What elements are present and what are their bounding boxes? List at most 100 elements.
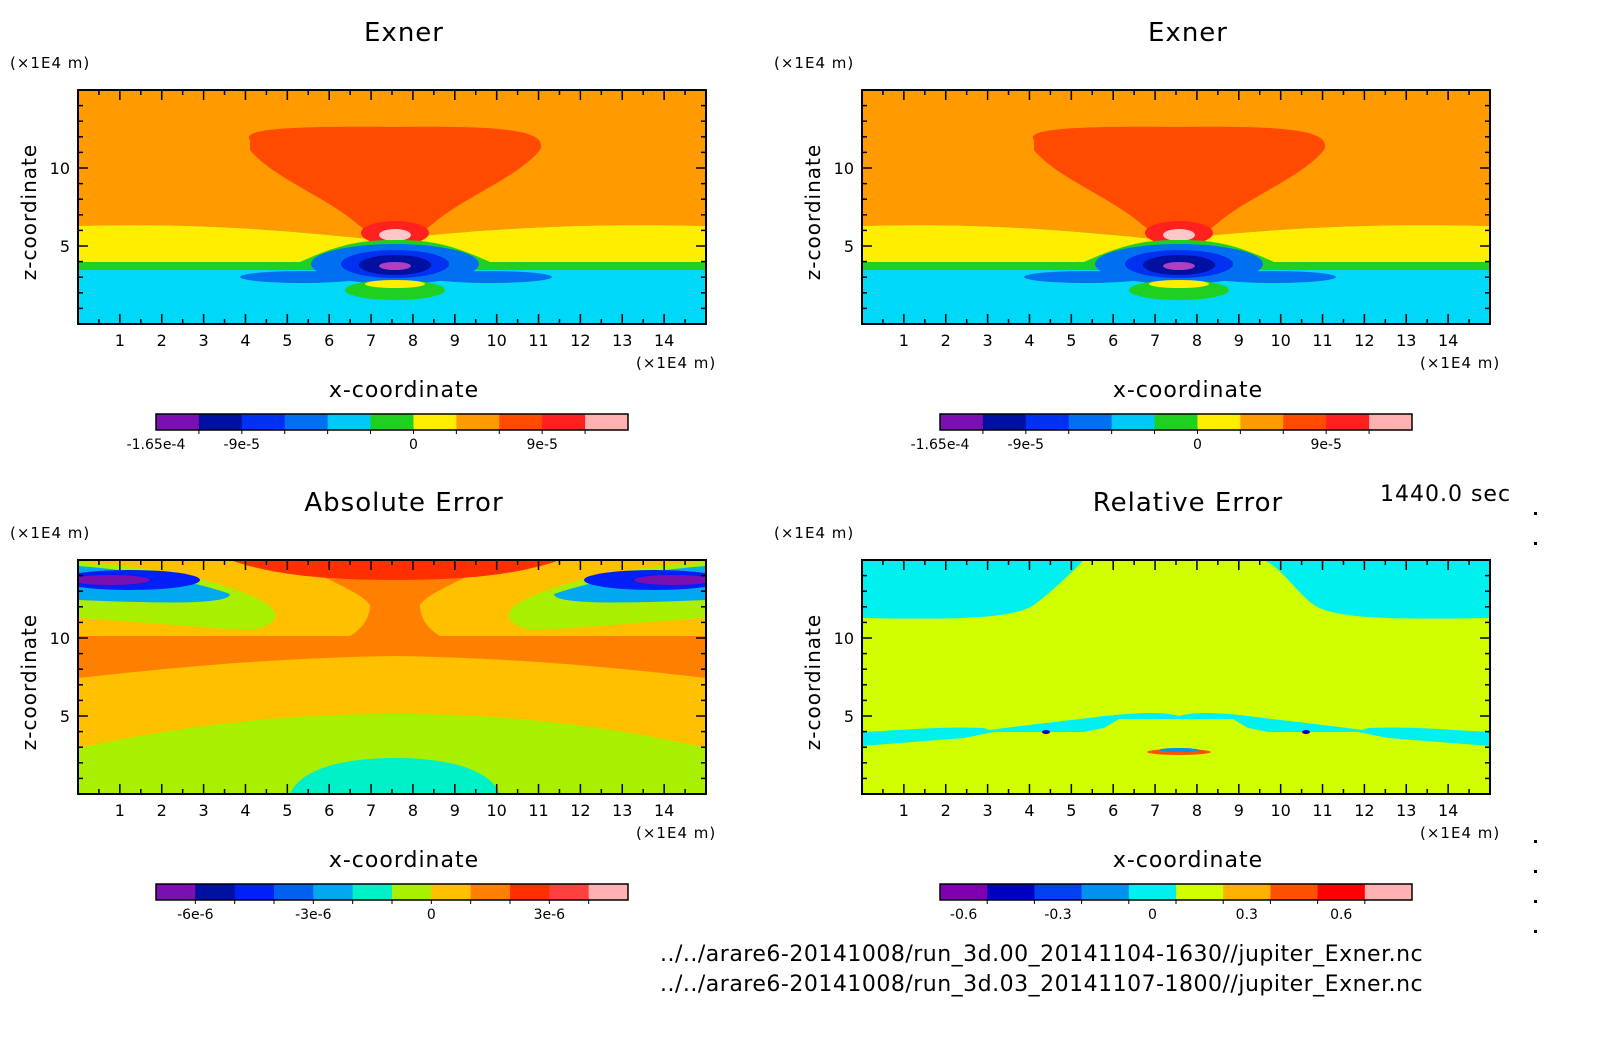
colorbar-label: 0.6	[1330, 907, 1352, 923]
x-tick-label: 14	[1438, 331, 1458, 350]
colorbar-label: -0.6	[950, 907, 977, 923]
contour-fill	[862, 90, 1490, 324]
colorbar-swatch	[499, 414, 543, 430]
x-tick-label: 5	[282, 801, 292, 820]
colorbar-label: 0	[1193, 437, 1202, 453]
source-file-1: ../../arare6-20141008/run_3d.00_20141104…	[660, 942, 1424, 967]
x-tick-label: 8	[408, 331, 418, 350]
x-tick-label: 1	[115, 801, 125, 820]
x-tick-label: 9	[450, 801, 460, 820]
dot-marker	[1534, 542, 1537, 545]
x-tick-label: 3	[199, 331, 209, 350]
x-tick-label: 5	[1066, 331, 1076, 350]
colorbar-label: 9e-5	[526, 437, 557, 453]
panel-relative-error: Relative Error (×1E4 m) (×1E4 m) z-coord…	[774, 470, 1564, 960]
x-tick-label: 7	[366, 331, 376, 350]
x-tick-label: 10	[486, 801, 506, 820]
contour-fill	[78, 560, 706, 794]
colorbar-label: 0.3	[1236, 907, 1258, 923]
x-tick-label: 6	[324, 331, 334, 350]
colorbar-label: 0	[1148, 907, 1157, 923]
colorbar-swatch	[1111, 414, 1156, 430]
x-tick-label: 7	[366, 801, 376, 820]
x-tick-label: 11	[1312, 801, 1332, 820]
x-tick-label: 8	[408, 801, 418, 820]
colorbar-swatch	[549, 884, 590, 900]
x-tick-label: 11	[528, 801, 548, 820]
colorbar-swatch	[392, 884, 432, 900]
contour-fill	[78, 90, 706, 324]
colorbar-swatch	[456, 414, 500, 430]
x-tick-label: 1	[899, 801, 909, 820]
colorbar-swatch	[431, 884, 472, 900]
x-axis-label: x-coordinate	[1112, 848, 1264, 873]
x-tick-label: 4	[240, 801, 250, 820]
x-tick-label: 6	[324, 801, 334, 820]
colorbar-label: -1.65e-4	[911, 437, 970, 453]
x-tick-label: 13	[1396, 331, 1416, 350]
x-tick-label: 2	[157, 331, 167, 350]
x-tick-label: 11	[1312, 331, 1332, 350]
y-tick-label: 5	[844, 237, 854, 256]
x-tick-label: 4	[240, 331, 250, 350]
x-unit-label: (×1E4 m)	[636, 354, 717, 372]
colorbar-frame	[939, 413, 1413, 431]
x-tick-label: 14	[1438, 801, 1458, 820]
colorbar-swatch	[1270, 884, 1319, 900]
colorbar-label: -9e-5	[224, 437, 261, 453]
colorbar-swatch	[1154, 414, 1198, 430]
colorbar-swatch	[1283, 414, 1327, 430]
x-tick-label: 4	[1024, 801, 1034, 820]
colorbar-swatch	[284, 414, 329, 430]
dot-marker	[1534, 930, 1537, 933]
y-tick-label: 5	[60, 707, 70, 726]
colorbar-swatch	[1025, 414, 1070, 430]
chart-title: Relative Error	[1092, 488, 1284, 518]
dot-marker	[1534, 900, 1537, 903]
colorbar-label: 3e-6	[534, 907, 566, 923]
x-tick-label: 2	[941, 801, 951, 820]
y-tick-label: 5	[844, 707, 854, 726]
colorbar-swatch	[510, 884, 550, 900]
time-label: 1440.0 sec	[1380, 482, 1512, 507]
panel-exner-2: Exner (×1E4 m) (×1E4 m) z-coordinate x-c…	[774, 0, 1564, 490]
dot-marker	[1534, 512, 1537, 515]
x-tick-label: 5	[282, 331, 292, 350]
source-file-2: ../../arare6-20141008/run_3d.03_20141107…	[660, 972, 1424, 997]
colorbar-label: -0.3	[1044, 907, 1071, 923]
x-unit-label: (×1E4 m)	[1420, 824, 1501, 842]
colorbar-swatch	[198, 414, 243, 430]
x-tick-label: 1	[899, 331, 909, 350]
colorbar-swatch	[470, 884, 511, 900]
colorbar-frame	[155, 413, 629, 431]
x-tick-label: 4	[1024, 331, 1034, 350]
colorbar-label: -1.65e-4	[127, 437, 186, 453]
colorbar-swatch	[241, 414, 286, 430]
x-tick-label: 1	[115, 331, 125, 350]
chart-title: Exner	[1148, 18, 1228, 48]
colorbar-swatch	[588, 884, 629, 900]
y-unit-label: (×1E4 m)	[774, 524, 855, 542]
x-tick-label: 3	[983, 801, 993, 820]
contour-fill	[862, 560, 1490, 794]
colorbar-swatch	[982, 414, 1027, 430]
colorbar-swatch	[1369, 414, 1413, 430]
colorbar-label: -9e-5	[1008, 437, 1045, 453]
colorbar-swatch	[352, 884, 393, 900]
y-unit-label: (×1E4 m)	[10, 54, 91, 72]
colorbar-swatch	[313, 884, 354, 900]
colorbar-label: 0	[409, 437, 418, 453]
panel-absolute-error: Absolute Error (×1E4 m) (×1E4 m) z-coord…	[0, 470, 780, 960]
colorbar-swatch	[987, 884, 1035, 900]
colorbar-swatch	[1128, 884, 1177, 900]
x-tick-label: 6	[1108, 331, 1118, 350]
x-tick-label: 7	[1150, 331, 1160, 350]
y-tick-label: 10	[50, 159, 70, 178]
x-tick-label: 10	[486, 331, 506, 350]
colorbar-swatch	[1197, 414, 1241, 430]
colorbar-swatch	[1034, 884, 1083, 900]
panel-exner-1: Exner (×1E4 m) (×1E4 m) z-coordinate x-c…	[0, 0, 780, 490]
x-tick-label: 9	[450, 331, 460, 350]
